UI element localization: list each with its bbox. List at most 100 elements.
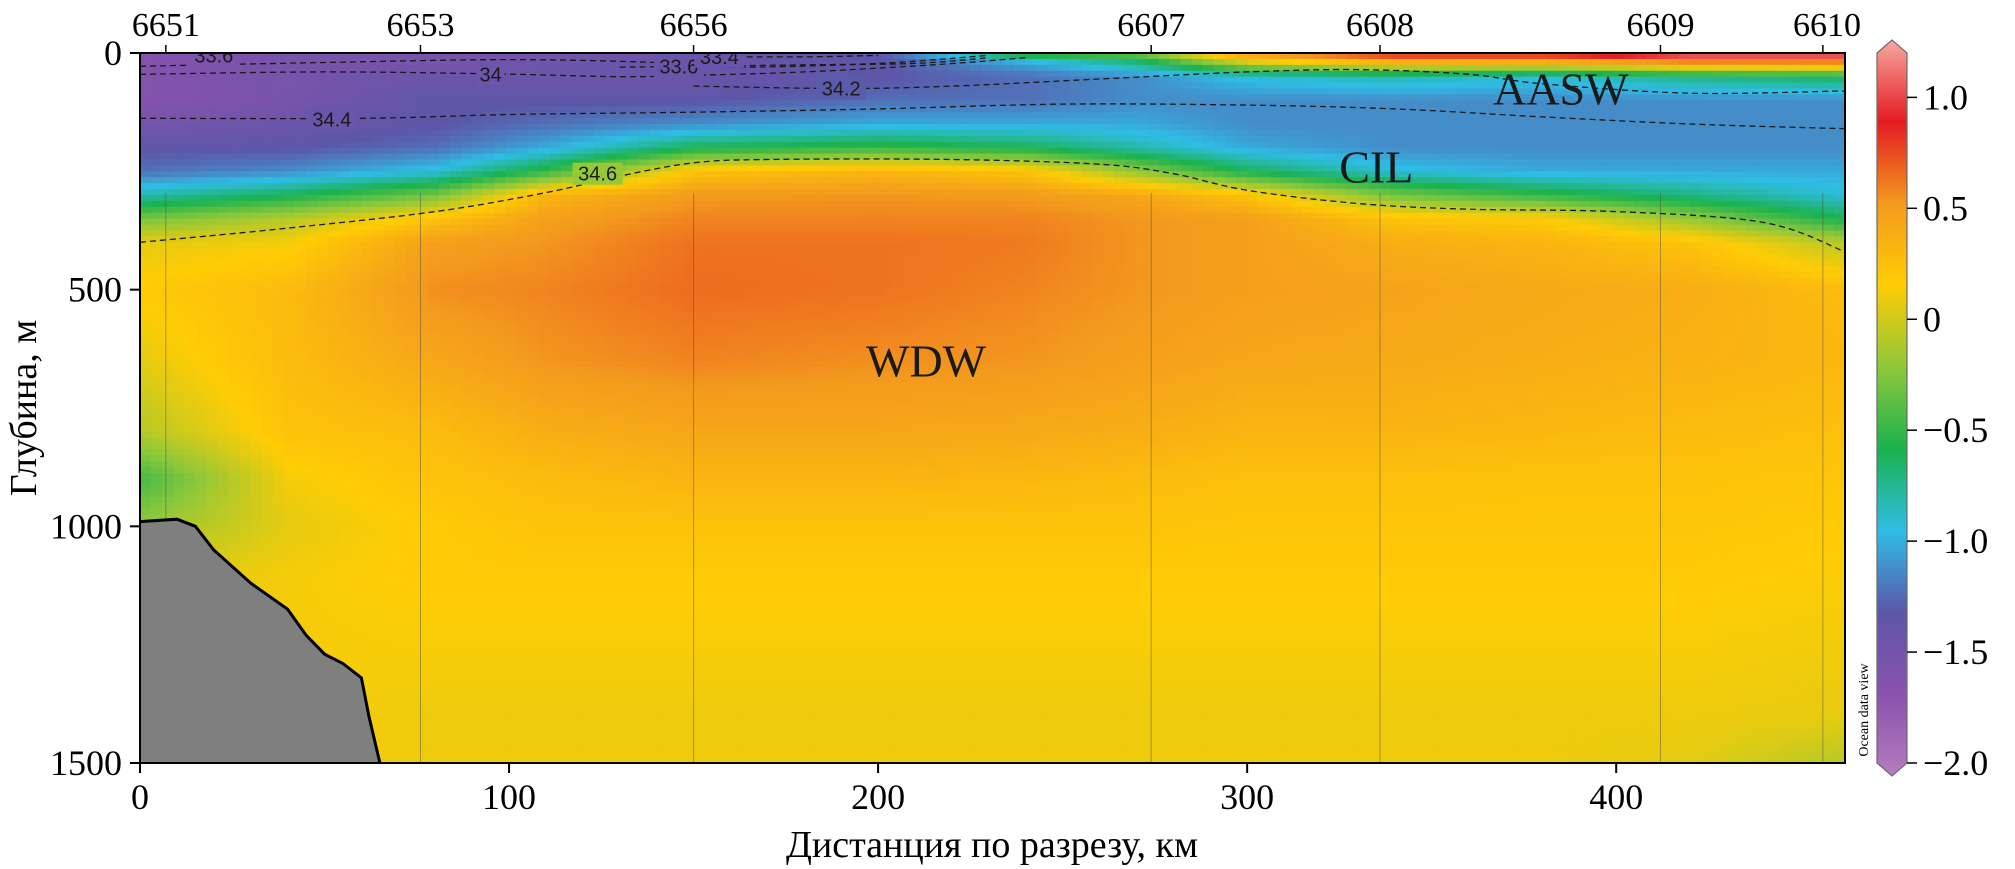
field-cell (516, 366, 529, 374)
field-cell (450, 141, 462, 149)
field-cell (549, 443, 562, 451)
field-cell (461, 757, 473, 763)
field-cell (582, 544, 595, 551)
field-cell (317, 266, 330, 273)
field-cell (472, 402, 485, 409)
field-cell (405, 147, 418, 155)
field-cell (361, 124, 374, 131)
field-cell (516, 200, 529, 208)
field-cell (361, 413, 374, 421)
field-cell (250, 254, 263, 261)
field-cell (593, 100, 606, 108)
field-cell (505, 183, 518, 190)
field-cell (184, 289, 197, 297)
field-cell (394, 550, 407, 557)
field-cell (283, 325, 296, 332)
field-cell (516, 242, 529, 250)
field-cell (151, 378, 163, 386)
field-cell (228, 337, 241, 344)
field-cell (549, 461, 562, 468)
field-cell (438, 283, 451, 291)
field-cell (350, 561, 363, 569)
field-cell (261, 248, 274, 255)
field-cell (261, 484, 274, 492)
field-cell (372, 224, 385, 232)
field-cell (571, 289, 584, 297)
field-cell (361, 449, 374, 457)
field-cell (450, 686, 462, 693)
field-cell (372, 555, 385, 563)
field-cell (582, 650, 595, 658)
field-cell (427, 100, 440, 108)
field-cell (472, 508, 485, 516)
field-cell (239, 437, 252, 445)
field-cell (593, 484, 606, 492)
field-cell (383, 425, 396, 433)
field-cell (461, 686, 473, 693)
field-cell (250, 514, 263, 522)
field-cell (250, 561, 263, 569)
field-cell (261, 455, 274, 463)
field-cell (317, 100, 330, 108)
field-cell (140, 337, 152, 344)
field-cell (250, 212, 263, 220)
field-cell (184, 189, 197, 196)
field-cell (162, 224, 175, 232)
field-cell (483, 408, 496, 415)
field-cell (383, 561, 396, 569)
field-cell (261, 437, 274, 445)
field-cell (295, 443, 307, 451)
field-cell (461, 437, 473, 445)
field-cell (283, 544, 296, 551)
field-cell (582, 124, 595, 131)
field-cell (527, 212, 540, 220)
field-cell (140, 112, 152, 119)
field-cell (516, 550, 529, 557)
field-cell (383, 372, 396, 380)
field-cell (461, 165, 473, 173)
field-cell (483, 567, 496, 575)
field-cell (593, 455, 606, 463)
field-cell (361, 206, 374, 214)
field-cell (184, 390, 197, 397)
field-cell (538, 195, 551, 202)
field-cell (394, 147, 407, 155)
field-cell (250, 94, 263, 102)
field-cell (306, 141, 318, 149)
field-cell (295, 183, 307, 190)
field-cell (527, 195, 540, 202)
field-cell (516, 171, 529, 179)
field-cell (272, 153, 285, 161)
field-cell (549, 431, 562, 439)
field-cell (206, 419, 219, 427)
field-cell (438, 295, 451, 303)
field-cell (505, 413, 518, 421)
field-cell (261, 419, 274, 427)
field-cell (306, 266, 318, 273)
field-cell (361, 396, 374, 403)
field-cell (306, 171, 318, 179)
field-cell (394, 467, 407, 474)
field-cell (516, 621, 529, 628)
field-cell (416, 567, 429, 575)
field-cell (317, 342, 330, 350)
field-cell (250, 266, 263, 273)
field-cell (549, 94, 562, 102)
field-cell (195, 372, 208, 380)
field-cell (239, 124, 252, 131)
field-cell (217, 248, 230, 255)
field-cell (571, 112, 584, 119)
field-cell (483, 638, 496, 646)
field-cell (295, 82, 307, 90)
field-cell (560, 473, 573, 480)
field-cell (173, 449, 186, 457)
field-cell (339, 550, 352, 557)
field-cell (206, 248, 219, 255)
field-cell (339, 484, 352, 492)
field-cell (450, 212, 462, 220)
field-cell (516, 177, 529, 184)
field-cell (173, 384, 186, 392)
field-cell (394, 443, 407, 451)
field-cell (582, 526, 595, 534)
field-cell (162, 129, 175, 137)
